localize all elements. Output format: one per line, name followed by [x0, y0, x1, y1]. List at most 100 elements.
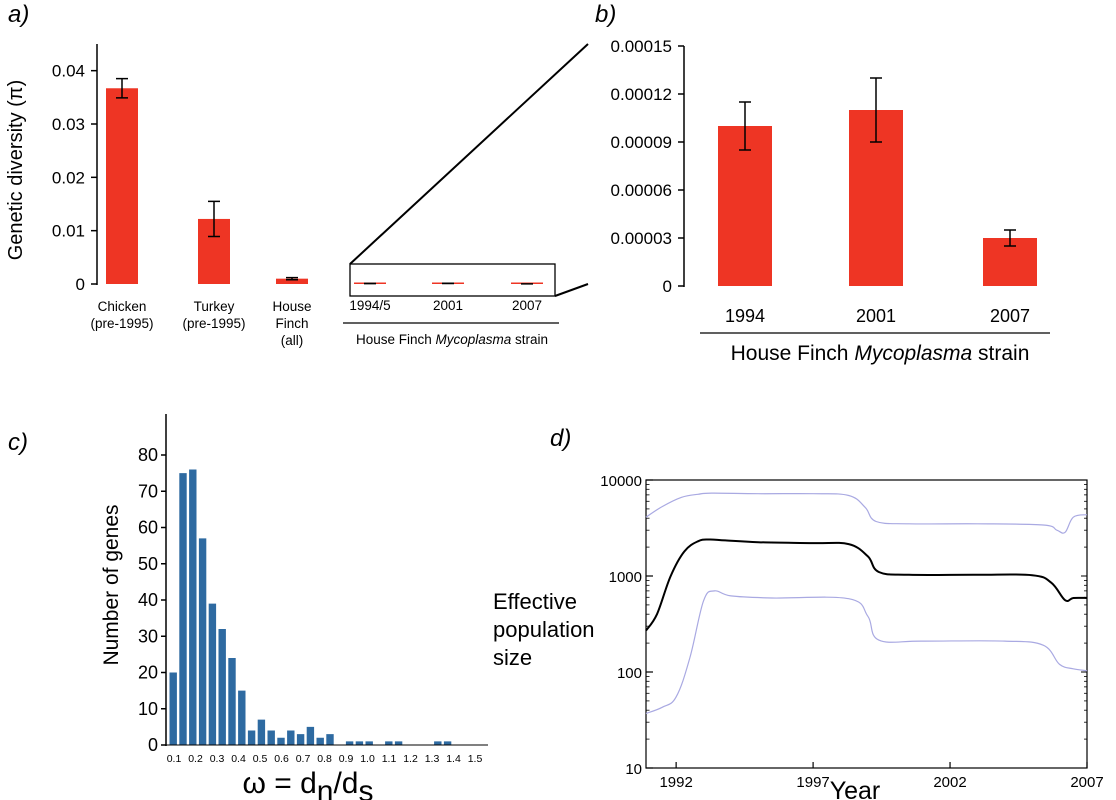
panel-d-x-label: Year [830, 777, 881, 800]
panel-c-bar [287, 730, 295, 745]
panel-c-x-tick-label: 1.4 [446, 753, 461, 765]
panel-c-x-label: ω = dn/ds [242, 767, 373, 800]
panel-d-y-label: Effective [493, 589, 577, 614]
panel-c-bar [394, 741, 403, 745]
panel-c-bar [434, 741, 442, 745]
panel-c-bar [208, 603, 217, 745]
panel-a-zoom-connector [349, 43, 589, 265]
panel-b-x-tick-label: 2007 [990, 306, 1030, 326]
panel-c-letter: c) [8, 429, 28, 456]
panel-a-y-tick-label: 0.02 [52, 168, 85, 187]
panel-d-x-tick-label: 2002 [933, 774, 966, 791]
panel-a-chart: 0 0.01 0.02 0.03 0.04 Genetic diversity (π) Ch… [5, 43, 589, 348]
panel-c-bar [355, 741, 364, 745]
panel-c-bar [277, 737, 285, 745]
panel-c-y-tick-label: 70 [138, 481, 158, 501]
panel-a-x-tick-label: Finch [275, 316, 308, 331]
panel-b-y-tick-label: 0 [663, 277, 672, 296]
panel-b-error-bar [870, 77, 882, 143]
panel-d-chart: 10 100 1000 10000 1992 1997 2002 2007 Year Effect… [493, 473, 1104, 800]
panel-c-y-tick-label: 40 [138, 590, 158, 610]
panel-c-x-tick-label: 0.2 [188, 753, 203, 765]
panel-d-line-upper [645, 492, 1088, 534]
panel-c-x-tick-label: 0.4 [231, 753, 246, 765]
panel-c-bar [316, 737, 324, 745]
panel-c-bar [345, 741, 354, 745]
panel-a-bar [106, 88, 138, 285]
panel-c-y-tick-label: 50 [138, 554, 158, 574]
panel-c-bar [296, 734, 305, 745]
panel-c-bar [198, 538, 207, 745]
panel-c-bar [267, 730, 275, 745]
panel-b-y-tick-label: 0.00006 [611, 181, 672, 200]
panel-c-bar [443, 741, 452, 745]
panel-a-x-tick-label: 1994/5 [349, 298, 390, 313]
panel-c-x-tick-label: 0.8 [317, 753, 332, 765]
panel-b-error-bar [739, 101, 751, 151]
panel-c-x-tick-label: 1.3 [425, 753, 440, 765]
panel-a-y-tick-label: 0 [76, 275, 85, 294]
panel-b-x-tick-label: 2001 [856, 306, 896, 326]
panel-c-x-tick-label: 0.7 [296, 753, 311, 765]
panel-b-chart: 0 0.00003 0.00006 0.00009 0.00012 0.00015 1994… [611, 37, 1050, 365]
panel-d-letter: d) [550, 425, 571, 452]
panel-a-y-label: Genetic diversity (π) [5, 80, 27, 261]
panel-d-x-tick-label: 1997 [796, 774, 829, 791]
panel-c-bar [189, 469, 197, 745]
panel-a-error-bar [116, 77, 128, 99]
panel-a-error-bar [208, 200, 220, 238]
panel-a-bar [276, 278, 308, 284]
panel-d-x-tick-label: 1992 [659, 774, 692, 791]
panel-b-error-bar [1004, 229, 1016, 247]
panel-b-y-tick-label: 0.00009 [611, 133, 672, 152]
panel-a-y-tick-label: 0.01 [52, 222, 85, 241]
panel-c-x-tick-label: 0.9 [339, 753, 354, 765]
panel-a-x-tick-label: Turkey [194, 299, 235, 314]
panel-c-y-tick-label: 20 [138, 663, 158, 683]
panel-c-bar [365, 741, 373, 745]
panel-c-y-tick-label: 30 [138, 626, 158, 646]
panel-c-x-tick-label: 1.2 [403, 753, 418, 765]
panel-a-x-tick-label: 2001 [433, 298, 463, 313]
panel-d-y-label: size [493, 645, 532, 670]
panel-b-y-tick-label: 0.00012 [611, 85, 672, 104]
panel-d-line-lower [645, 590, 1088, 715]
panel-b-x-label: House Finch Mycoplasma strain [731, 342, 1030, 365]
panel-c-bar [179, 473, 187, 745]
panel-c-y-tick-label: 0 [148, 735, 158, 755]
panel-b-y-tick-label: 0.00003 [611, 229, 672, 248]
panel-c-bar [257, 719, 266, 745]
panel-c-y-tick-label: 10 [138, 699, 158, 719]
panel-c-bar [385, 741, 393, 745]
panel-a-y-tick-label: 0.04 [52, 62, 85, 81]
panel-b-bar [718, 126, 772, 286]
panel-a-error-bar [286, 276, 298, 281]
panel-c-x-tick-label: 0.5 [253, 753, 268, 765]
panel-c-y-tick-label: 80 [138, 445, 158, 465]
panel-d-y-tick-label: 10 [625, 761, 642, 778]
panel-a-x-tick-label: House [272, 299, 311, 314]
panel-d-y-tick-label: 100 [617, 665, 642, 682]
panel-c-bar [228, 658, 236, 745]
panel-d-y-label: population [493, 617, 595, 642]
panel-c-bar [169, 672, 177, 745]
panel-a-x-tick-label: (pre-1995) [182, 316, 245, 331]
panel-a-letter: a) [8, 1, 29, 28]
panel-c-y-tick-label: 60 [138, 518, 158, 538]
panel-a-x-tick-label: 2007 [512, 298, 542, 313]
panel-c-bar [326, 734, 334, 745]
panel-d-frame [645, 479, 1088, 769]
panel-a-y-tick-label: 0.03 [52, 115, 85, 134]
panel-b-letter: b) [595, 1, 616, 28]
panel-a-group-label: House Finch Mycoplasma strain [356, 332, 548, 347]
panel-d-y-tick-label: 10000 [600, 473, 642, 490]
panel-d-line-median [645, 538, 1088, 632]
panel-a-x-tick-label: Chicken [98, 299, 147, 314]
panel-c-y-label: Number of genes [100, 504, 123, 665]
panel-c-x-tick-label: 0.3 [210, 753, 225, 765]
panel-d-x-tick-label: 2007 [1070, 774, 1103, 791]
panel-a-zoom-box [349, 263, 556, 297]
panel-a-x-tick-label: (all) [281, 333, 304, 348]
panel-c-bar [306, 726, 315, 745]
